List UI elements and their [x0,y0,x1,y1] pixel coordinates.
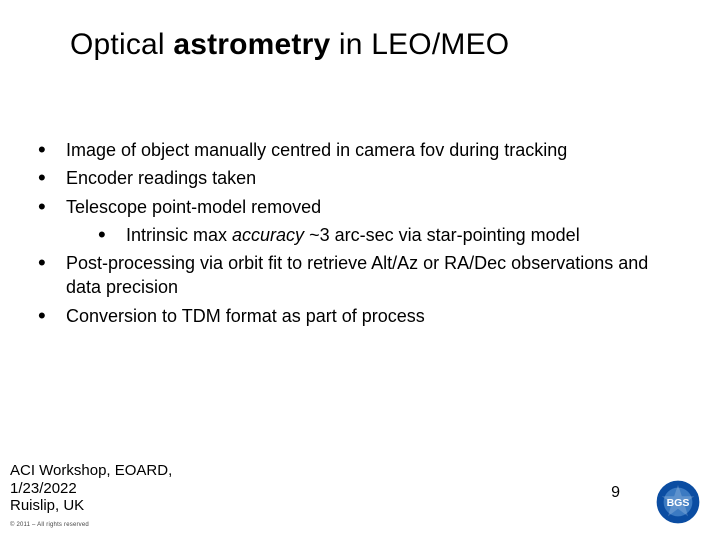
footer-copyright: © 2011 – All rights reserved [10,522,89,528]
bullet-text: Encoder readings taken [66,166,680,190]
footer-line-2: 1/23/2022 [10,480,172,497]
bullet-list: • Image of object manually centred in ca… [38,138,680,332]
sub-bullet-text: Intrinsic max accuracy ~3 arc-sec via st… [126,223,680,247]
bullet-dot-icon: • [38,304,66,327]
list-item: • Conversion to TDM format as part of pr… [38,304,680,328]
slide-title: Optical astrometry in LEO/MEO [70,28,509,62]
footer-line-1: ACI Workshop, EOARD, [10,462,172,479]
sub-list-item: • Intrinsic max accuracy ~3 arc-sec via … [98,223,680,247]
bullet-dot-icon: • [38,251,66,274]
footer-left: ACI Workshop, EOARD, 1/23/2022 Ruislip, … [10,462,172,514]
logo-icon: BGS [654,478,702,526]
sub-italic: accuracy [232,225,304,245]
slide: Optical astrometry in LEO/MEO • Image of… [0,0,720,540]
sub-pre: Intrinsic max [126,225,232,245]
title-bold: astrometry [173,28,330,61]
sub-post: ~3 arc-sec via star-pointing model [304,225,580,245]
title-post: in LEO/MEO [330,28,509,61]
bullet-text: Telescope point-model removed [66,195,680,219]
bullet-text: Post-processing via orbit fit to retriev… [66,251,680,300]
list-item: • Telescope point-model removed [38,195,680,219]
list-item: • Encoder readings taken [38,166,680,190]
bullet-dot-icon: • [98,223,126,246]
bullet-text: Image of object manually centred in came… [66,138,680,162]
footer-line-3: Ruislip, UK [10,497,172,514]
bullet-text: Conversion to TDM format as part of proc… [66,304,680,328]
bullet-dot-icon: • [38,138,66,161]
list-item: • Image of object manually centred in ca… [38,138,680,162]
page-number: 9 [611,484,620,502]
bullet-dot-icon: • [38,166,66,189]
list-item: • Post-processing via orbit fit to retri… [38,251,680,300]
logo-text: BGS [667,497,690,509]
bullet-dot-icon: • [38,195,66,218]
title-pre: Optical [70,28,173,61]
